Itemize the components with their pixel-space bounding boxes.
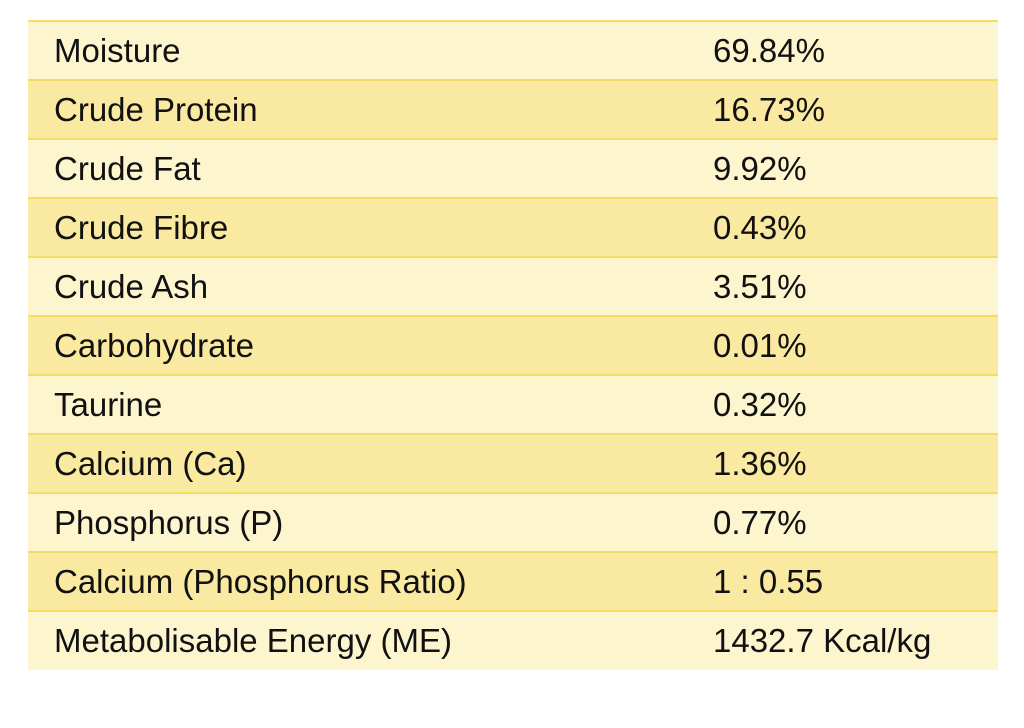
row-value: 69.84% (683, 20, 998, 80)
row-label: Calcium (Ca) (28, 433, 683, 493)
row-value: 0.01% (683, 315, 998, 375)
row-value: 1.36% (683, 433, 998, 493)
table-row-calcium: Calcium (Ca) 1.36% (28, 433, 998, 493)
row-value: 9.92% (683, 138, 998, 198)
table-row-crude-protein: Crude Protein 16.73% (28, 79, 998, 139)
row-label: Crude Ash (28, 256, 683, 316)
table-row-taurine: Taurine 0.32% (28, 374, 998, 434)
row-label: Metabolisable Energy (ME) (28, 610, 683, 670)
row-value: 3.51% (683, 256, 998, 316)
nutrition-table: Moisture 69.84% Crude Protein 16.73% Cru… (28, 20, 998, 670)
row-value: 1432.7 Kcal/kg (683, 610, 998, 670)
row-value: 0.43% (683, 197, 998, 257)
table-row-metabolisable-energy: Metabolisable Energy (ME) 1432.7 Kcal/kg (28, 610, 998, 670)
row-value: 0.77% (683, 492, 998, 552)
table-row-carbohydrate: Carbohydrate 0.01% (28, 315, 998, 375)
table-row-crude-fibre: Crude Fibre 0.43% (28, 197, 998, 257)
row-value: 16.73% (683, 79, 998, 139)
table-row-phosphorus: Phosphorus (P) 0.77% (28, 492, 998, 552)
row-label: Crude Fibre (28, 197, 683, 257)
row-label: Taurine (28, 374, 683, 434)
row-label: Phosphorus (P) (28, 492, 683, 552)
table-row-crude-ash: Crude Ash 3.51% (28, 256, 998, 316)
row-label: Moisture (28, 20, 683, 80)
table-row-crude-fat: Crude Fat 9.92% (28, 138, 998, 198)
table-row-moisture: Moisture 69.84% (28, 20, 998, 80)
row-label: Carbohydrate (28, 315, 683, 375)
table-row-calcium-phosphorus-ratio: Calcium (Phosphorus Ratio) 1 : 0.55 (28, 551, 998, 611)
row-label: Calcium (Phosphorus Ratio) (28, 551, 683, 611)
row-value: 1 : 0.55 (683, 551, 998, 611)
row-label: Crude Protein (28, 79, 683, 139)
row-label: Crude Fat (28, 138, 683, 198)
row-value: 0.32% (683, 374, 998, 434)
